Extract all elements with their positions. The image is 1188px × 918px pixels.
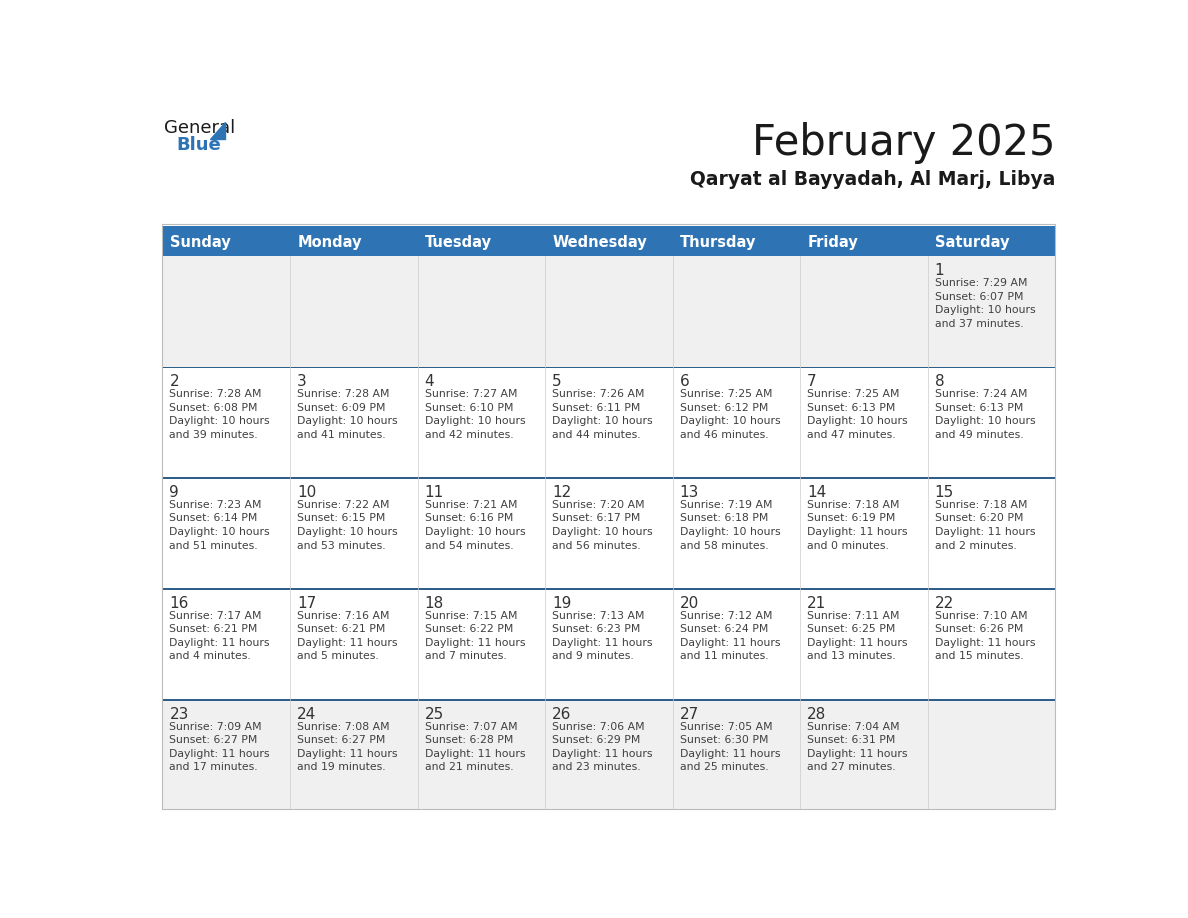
Text: 28: 28 <box>807 707 827 722</box>
Text: Qaryat al Bayyadah, Al Marj, Libya: Qaryat al Bayyadah, Al Marj, Libya <box>690 170 1055 189</box>
Text: Monday: Monday <box>298 236 362 251</box>
Bar <box>163 224 1055 810</box>
Text: Sunrise: 7:21 AM
Sunset: 6:16 PM
Daylight: 10 hours
and 54 minutes.: Sunrise: 7:21 AM Sunset: 6:16 PM Dayligh… <box>424 499 525 551</box>
Text: Saturday: Saturday <box>935 236 1010 251</box>
Text: 2: 2 <box>170 375 179 389</box>
Text: Sunrise: 7:12 AM
Sunset: 6:24 PM
Daylight: 11 hours
and 11 minutes.: Sunrise: 7:12 AM Sunset: 6:24 PM Dayligh… <box>680 610 781 662</box>
Text: Thursday: Thursday <box>681 236 757 251</box>
Text: Sunrise: 7:07 AM
Sunset: 6:28 PM
Daylight: 11 hours
and 21 minutes.: Sunrise: 7:07 AM Sunset: 6:28 PM Dayligh… <box>424 722 525 772</box>
Text: Sunday: Sunday <box>170 236 230 251</box>
Text: Wednesday: Wednesday <box>552 236 647 251</box>
Text: Sunrise: 7:25 AM
Sunset: 6:13 PM
Daylight: 10 hours
and 47 minutes.: Sunrise: 7:25 AM Sunset: 6:13 PM Dayligh… <box>807 389 908 440</box>
Text: Friday: Friday <box>808 236 859 251</box>
Text: Sunrise: 7:27 AM
Sunset: 6:10 PM
Daylight: 10 hours
and 42 minutes.: Sunrise: 7:27 AM Sunset: 6:10 PM Dayligh… <box>424 389 525 440</box>
Text: 14: 14 <box>807 485 827 500</box>
Text: Sunrise: 7:09 AM
Sunset: 6:27 PM
Daylight: 11 hours
and 17 minutes.: Sunrise: 7:09 AM Sunset: 6:27 PM Dayligh… <box>170 722 270 772</box>
Bar <box>163 366 1055 368</box>
Text: Sunrise: 7:10 AM
Sunset: 6:26 PM
Daylight: 11 hours
and 15 minutes.: Sunrise: 7:10 AM Sunset: 6:26 PM Dayligh… <box>935 610 1035 662</box>
Text: Sunrise: 7:05 AM
Sunset: 6:30 PM
Daylight: 11 hours
and 25 minutes.: Sunrise: 7:05 AM Sunset: 6:30 PM Dayligh… <box>680 722 781 772</box>
Text: Sunrise: 7:04 AM
Sunset: 6:31 PM
Daylight: 11 hours
and 27 minutes.: Sunrise: 7:04 AM Sunset: 6:31 PM Dayligh… <box>807 722 908 772</box>
Text: 6: 6 <box>680 375 689 389</box>
Text: Sunrise: 7:28 AM
Sunset: 6:08 PM
Daylight: 10 hours
and 39 minutes.: Sunrise: 7:28 AM Sunset: 6:08 PM Dayligh… <box>170 389 270 440</box>
Text: Sunrise: 7:16 AM
Sunset: 6:21 PM
Daylight: 11 hours
and 5 minutes.: Sunrise: 7:16 AM Sunset: 6:21 PM Dayligh… <box>297 610 398 662</box>
Text: Sunrise: 7:06 AM
Sunset: 6:29 PM
Daylight: 11 hours
and 23 minutes.: Sunrise: 7:06 AM Sunset: 6:29 PM Dayligh… <box>552 722 652 772</box>
Text: Sunrise: 7:24 AM
Sunset: 6:13 PM
Daylight: 10 hours
and 49 minutes.: Sunrise: 7:24 AM Sunset: 6:13 PM Dayligh… <box>935 389 1035 440</box>
Text: 5: 5 <box>552 375 562 389</box>
Text: 15: 15 <box>935 485 954 500</box>
Bar <box>163 230 1055 256</box>
Text: Sunrise: 7:28 AM
Sunset: 6:09 PM
Daylight: 10 hours
and 41 minutes.: Sunrise: 7:28 AM Sunset: 6:09 PM Dayligh… <box>297 389 398 440</box>
Text: 1: 1 <box>935 263 944 278</box>
Text: 4: 4 <box>424 375 434 389</box>
Text: 20: 20 <box>680 596 699 611</box>
Text: 7: 7 <box>807 375 817 389</box>
Text: 18: 18 <box>424 596 444 611</box>
Text: Sunrise: 7:13 AM
Sunset: 6:23 PM
Daylight: 11 hours
and 9 minutes.: Sunrise: 7:13 AM Sunset: 6:23 PM Dayligh… <box>552 610 652 662</box>
Text: 11: 11 <box>424 485 444 500</box>
Text: Tuesday: Tuesday <box>425 236 492 251</box>
Text: February 2025: February 2025 <box>752 122 1055 163</box>
Text: 3: 3 <box>297 375 307 389</box>
Text: 19: 19 <box>552 596 571 611</box>
Text: Sunrise: 7:22 AM
Sunset: 6:15 PM
Daylight: 10 hours
and 53 minutes.: Sunrise: 7:22 AM Sunset: 6:15 PM Dayligh… <box>297 499 398 551</box>
Text: Sunrise: 7:19 AM
Sunset: 6:18 PM
Daylight: 10 hours
and 58 minutes.: Sunrise: 7:19 AM Sunset: 6:18 PM Dayligh… <box>680 499 781 551</box>
Bar <box>163 256 1055 366</box>
Text: Sunrise: 7:25 AM
Sunset: 6:12 PM
Daylight: 10 hours
and 46 minutes.: Sunrise: 7:25 AM Sunset: 6:12 PM Dayligh… <box>680 389 781 440</box>
Text: 13: 13 <box>680 485 699 500</box>
Text: 17: 17 <box>297 596 316 611</box>
Text: 26: 26 <box>552 707 571 722</box>
Text: 22: 22 <box>935 596 954 611</box>
Text: 23: 23 <box>170 707 189 722</box>
Text: 8: 8 <box>935 375 944 389</box>
Text: Sunrise: 7:18 AM
Sunset: 6:19 PM
Daylight: 11 hours
and 0 minutes.: Sunrise: 7:18 AM Sunset: 6:19 PM Dayligh… <box>807 499 908 551</box>
Bar <box>163 366 1055 477</box>
Text: Sunrise: 7:08 AM
Sunset: 6:27 PM
Daylight: 11 hours
and 19 minutes.: Sunrise: 7:08 AM Sunset: 6:27 PM Dayligh… <box>297 722 398 772</box>
Bar <box>163 477 1055 479</box>
Bar <box>163 477 1055 588</box>
Text: 21: 21 <box>807 596 827 611</box>
Text: 10: 10 <box>297 485 316 500</box>
Text: 27: 27 <box>680 707 699 722</box>
Bar <box>163 227 1055 230</box>
Text: Sunrise: 7:18 AM
Sunset: 6:20 PM
Daylight: 11 hours
and 2 minutes.: Sunrise: 7:18 AM Sunset: 6:20 PM Dayligh… <box>935 499 1035 551</box>
Text: 24: 24 <box>297 707 316 722</box>
Polygon shape <box>210 122 225 139</box>
Text: Sunrise: 7:15 AM
Sunset: 6:22 PM
Daylight: 11 hours
and 7 minutes.: Sunrise: 7:15 AM Sunset: 6:22 PM Dayligh… <box>424 610 525 662</box>
Text: Sunrise: 7:26 AM
Sunset: 6:11 PM
Daylight: 10 hours
and 44 minutes.: Sunrise: 7:26 AM Sunset: 6:11 PM Dayligh… <box>552 389 652 440</box>
Text: Sunrise: 7:11 AM
Sunset: 6:25 PM
Daylight: 11 hours
and 13 minutes.: Sunrise: 7:11 AM Sunset: 6:25 PM Dayligh… <box>807 610 908 662</box>
Text: Sunrise: 7:17 AM
Sunset: 6:21 PM
Daylight: 11 hours
and 4 minutes.: Sunrise: 7:17 AM Sunset: 6:21 PM Dayligh… <box>170 610 270 662</box>
Text: 12: 12 <box>552 485 571 500</box>
Text: General: General <box>164 119 235 138</box>
Text: 25: 25 <box>424 707 444 722</box>
Text: 9: 9 <box>170 485 179 500</box>
Bar <box>163 588 1055 700</box>
Text: Blue: Blue <box>176 137 221 154</box>
Text: 16: 16 <box>170 596 189 611</box>
Text: Sunrise: 7:20 AM
Sunset: 6:17 PM
Daylight: 10 hours
and 56 minutes.: Sunrise: 7:20 AM Sunset: 6:17 PM Dayligh… <box>552 499 652 551</box>
Bar <box>163 700 1055 810</box>
Text: Sunrise: 7:29 AM
Sunset: 6:07 PM
Daylight: 10 hours
and 37 minutes.: Sunrise: 7:29 AM Sunset: 6:07 PM Dayligh… <box>935 278 1035 329</box>
Text: Sunrise: 7:23 AM
Sunset: 6:14 PM
Daylight: 10 hours
and 51 minutes.: Sunrise: 7:23 AM Sunset: 6:14 PM Dayligh… <box>170 499 270 551</box>
Bar <box>163 588 1055 589</box>
